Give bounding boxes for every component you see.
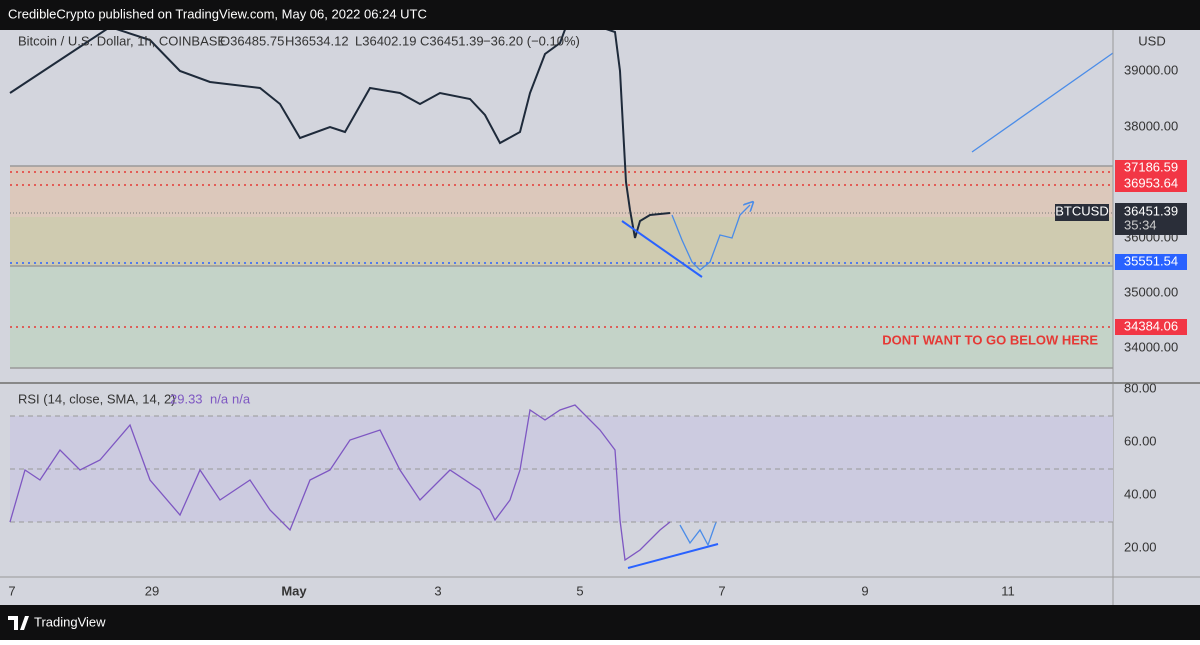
rsi-na: n/a	[232, 391, 251, 406]
brand-name: TradingView	[34, 614, 106, 629]
zone-lines	[10, 165, 1113, 369]
price-label-bg	[1115, 254, 1187, 270]
rsi-tick: 60.00	[1124, 433, 1157, 448]
symbol-tag: BTCUSD	[1055, 203, 1108, 218]
price-line	[9, 30, 671, 239]
rsi-value: 29.33	[170, 391, 203, 406]
rsi-tick: 80.00	[1124, 380, 1157, 395]
rsi-tick: 40.00	[1124, 486, 1157, 501]
rsi-levels	[10, 415, 1113, 523]
footer-bar	[0, 605, 1200, 640]
price-label-bg	[1115, 176, 1187, 192]
time-tick: May	[281, 583, 307, 598]
legend-open: O36485.75	[220, 33, 284, 48]
rsi-na: n/a	[210, 391, 229, 406]
price-tick: 39000.00	[1124, 62, 1178, 77]
price-label: 35551.54	[1124, 253, 1178, 268]
price-label-bg	[1115, 319, 1187, 335]
price-label: 36953.64	[1124, 175, 1178, 190]
rsi-tick: 20.00	[1124, 539, 1157, 554]
legend-symbol: Bitcoin / U.S. Dollar, 1h, COINBASE	[18, 33, 226, 48]
price-tick: 38000.00	[1124, 118, 1178, 133]
green-zone	[10, 266, 1113, 368]
legend-low: L36402.19	[355, 33, 416, 48]
legend-high: H36534.12	[285, 33, 349, 48]
yellow-zone	[10, 217, 1113, 266]
time-tick: 7	[718, 583, 725, 598]
time-tick: 5	[576, 583, 583, 598]
price-label: 37186.59	[1124, 159, 1178, 174]
legend-change: −36.20 (−0.10%)	[483, 33, 580, 48]
brand-logo	[8, 616, 29, 630]
time-tick: 3	[434, 583, 441, 598]
price-label: 34384.06	[1124, 318, 1178, 333]
rsi-label: RSI (14, close, SMA, 14, 2)	[18, 391, 176, 406]
time-tick: 11	[1001, 583, 1015, 598]
time-axis: 7 29 May 3 5 7 9 11	[8, 583, 1014, 598]
countdown: 35:34	[1124, 217, 1157, 232]
time-tick: 7	[8, 583, 15, 598]
axis-unit: USD	[1138, 33, 1165, 48]
annotation: DONT WANT TO GO BELOW HERE	[882, 332, 1098, 347]
header-text: CredibleCrypto published on TradingView.…	[8, 6, 427, 21]
symbol-tag-bg	[1055, 204, 1109, 221]
rsi-line	[9, 404, 671, 562]
price-tick: 35000.00	[1124, 284, 1178, 299]
price-label-bg	[1115, 160, 1187, 176]
price-tick: 34000.00	[1124, 339, 1178, 354]
red-zone	[10, 166, 1113, 217]
last-price-bg	[1115, 203, 1187, 235]
header-bar	[0, 0, 1200, 30]
time-tick: 9	[861, 583, 868, 598]
last-price: 36451.39	[1124, 203, 1178, 218]
legend-close: C36451.39	[420, 33, 484, 48]
time-tick: 29	[145, 583, 159, 598]
